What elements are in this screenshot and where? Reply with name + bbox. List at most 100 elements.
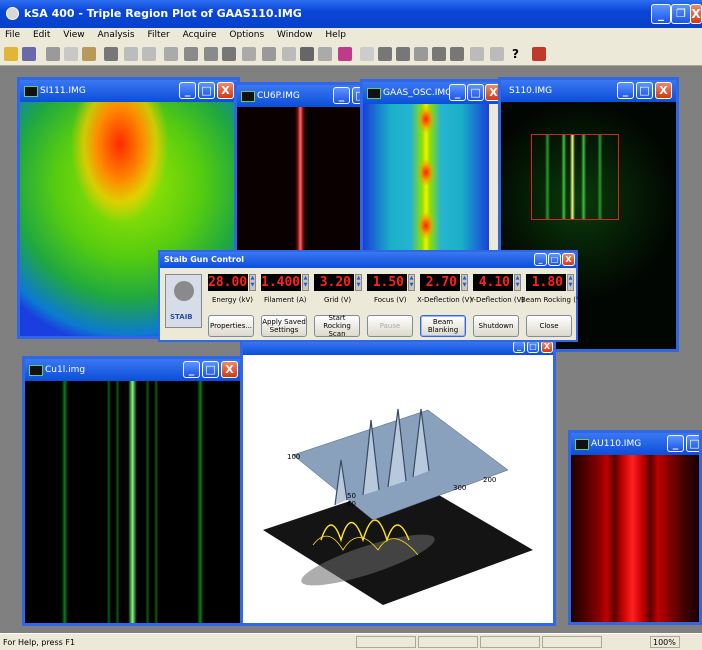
window-cu1l[interactable]: Cu1l.img _ □ X — [22, 356, 243, 626]
s110-close-button[interactable]: X — [655, 82, 672, 99]
menu-view[interactable]: View — [63, 30, 85, 40]
menu-help[interactable]: Help — [325, 30, 346, 40]
window-si111[interactable]: SI111.IMG _ □ X — [17, 77, 240, 339]
cu1l-maximize-button[interactable]: □ — [202, 361, 219, 378]
s110-image[interactable] — [501, 102, 676, 349]
cu1l-minimize-button[interactable]: _ — [183, 361, 200, 378]
chart-icon[interactable] — [222, 47, 236, 61]
x-deflection-readout[interactable]: 2.70 — [420, 274, 460, 291]
close-dialog-button[interactable]: Close — [526, 315, 572, 337]
gaas-osc-minimize-button[interactable]: _ — [449, 84, 466, 101]
window-s110[interactable]: S110.IMG _ □ X — [498, 77, 679, 352]
menu-acquire[interactable]: Acquire — [182, 30, 217, 40]
window-3d-plot[interactable]: _ □ X 100 50 60 300 200 — [240, 338, 556, 626]
y-deflection-spinner[interactable]: ▲ ▼ — [514, 274, 521, 291]
blob-icon[interactable] — [396, 47, 410, 61]
app-title-bar[interactable]: kSA 400 - Triple Region Plot of GAAS110.… — [0, 0, 702, 28]
cut-icon[interactable] — [46, 47, 60, 61]
camera-icon[interactable] — [164, 47, 178, 61]
image-icon[interactable] — [184, 47, 198, 61]
target-icon[interactable] — [414, 47, 428, 61]
cu6p-image[interactable] — [237, 107, 369, 259]
cu1l-image[interactable] — [25, 381, 240, 623]
gun-close-button[interactable]: X — [562, 253, 575, 266]
zoom-out-icon[interactable] — [142, 47, 156, 61]
maximize-button[interactable]: ❐ — [671, 4, 691, 24]
cu6p-minimize-button[interactable]: _ — [333, 87, 350, 104]
s110-maximize-button[interactable]: □ — [636, 82, 653, 99]
staib-gun-control-dialog[interactable]: Staib Gun Control _ □ X STAIB 28.00 ▲ ▼ E… — [158, 250, 582, 342]
start-rocking-scan-button[interactable]: Start Rocking Scan — [314, 314, 360, 338]
save-icon[interactable] — [22, 47, 36, 61]
gun-title-bar[interactable]: Staib Gun Control _ □ X — [160, 252, 576, 268]
window-au110[interactable]: AU110.IMG _ □ — [568, 430, 702, 625]
au110-title-bar[interactable]: AU110.IMG _ □ — [571, 433, 699, 455]
y-deflection-readout[interactable]: 4.10 — [473, 274, 513, 291]
beam-icon[interactable] — [282, 47, 296, 61]
menu-options[interactable]: Options — [229, 30, 265, 40]
au110-minimize-button[interactable]: _ — [667, 435, 684, 452]
s110-title-bar[interactable]: S110.IMG _ □ X — [501, 80, 676, 102]
filter-icon[interactable] — [242, 47, 256, 61]
s110-minimize-button[interactable]: _ — [617, 82, 634, 99]
copy-icon[interactable] — [64, 47, 78, 61]
about-icon[interactable] — [532, 47, 546, 61]
menu-filter[interactable]: Filter — [147, 30, 170, 40]
help-icon[interactable]: ? — [512, 47, 519, 61]
cu1l-title-bar[interactable]: Cu1l.img _ □ X — [25, 359, 240, 381]
gaas-osc-title-bar[interactable]: GAAS_OSC.IMG _ □ X — [363, 82, 501, 104]
gun-maximize-button[interactable]: □ — [548, 253, 561, 266]
minimize-button[interactable]: _ — [651, 4, 671, 24]
open-icon[interactable] — [4, 47, 18, 61]
beam-blanking-button[interactable]: Beam Blanking — [420, 315, 466, 337]
pause-button[interactable]: Pause — [367, 315, 413, 337]
zoom-in-icon[interactable] — [124, 47, 138, 61]
si111-close-button[interactable]: X — [217, 82, 234, 99]
gaas-osc-close-button[interactable]: X — [485, 84, 501, 101]
menu-edit[interactable]: Edit — [32, 30, 51, 40]
cu6p-title-bar[interactable]: CU6P.IMG _ □ — [237, 85, 369, 107]
region-of-interest-box[interactable] — [531, 134, 619, 220]
filament-spinner[interactable]: ▲ ▼ — [302, 274, 309, 291]
sequence-icon[interactable] — [432, 47, 446, 61]
menu-analysis[interactable]: Analysis — [97, 30, 135, 40]
triple-region-3d-plot[interactable]: 100 50 60 300 200 — [243, 355, 553, 623]
beam-rocking-spinner[interactable]: ▲ ▼ — [567, 274, 574, 291]
region-icon[interactable] — [450, 47, 464, 61]
close-button[interactable]: X — [690, 4, 702, 24]
x-deflection-spinner[interactable]: ▲ ▼ — [461, 274, 468, 291]
beam-rocking-readout[interactable]: 1.80 — [526, 274, 566, 291]
au110-image[interactable] — [571, 455, 699, 622]
focus-readout[interactable]: 1.50 — [367, 274, 407, 291]
energy-spinner[interactable]: ▲ ▼ — [249, 274, 256, 291]
si111-title-bar[interactable]: SI111.IMG _ □ X — [20, 80, 237, 102]
si111-minimize-button[interactable]: _ — [179, 82, 196, 99]
menu-file[interactable]: File — [5, 30, 21, 40]
grid-readout[interactable]: 3.20 — [314, 274, 354, 291]
gaas-osc-maximize-button[interactable]: □ — [467, 84, 484, 101]
shutdown-button[interactable]: Shutdown — [473, 315, 519, 337]
window-cu6p[interactable]: CU6P.IMG _ □ — [234, 82, 372, 262]
au110-maximize-button[interactable]: □ — [686, 435, 699, 452]
plot-close-button[interactable]: X — [541, 341, 553, 353]
grid-icon[interactable] — [204, 47, 218, 61]
gaas-osc-image[interactable] — [363, 104, 489, 256]
plot-title-bar[interactable]: _ □ X — [243, 341, 553, 355]
bar-icon[interactable] — [300, 47, 314, 61]
lines-icon[interactable] — [490, 47, 504, 61]
line-icon[interactable] — [318, 47, 332, 61]
menu-window[interactable]: Window — [277, 30, 313, 40]
peak-icon[interactable] — [360, 47, 374, 61]
focus-spinner[interactable]: ▲ ▼ — [408, 274, 415, 291]
energy-readout[interactable]: 28.00 — [208, 274, 248, 291]
filament-readout[interactable]: 1.400 — [261, 274, 301, 291]
print-icon[interactable] — [104, 47, 118, 61]
paste-icon[interactable] — [82, 47, 96, 61]
apply-saved-settings-button[interactable]: Apply Saved Settings — [261, 315, 307, 337]
gun-minimize-button[interactable]: _ — [534, 253, 547, 266]
plot-maximize-button[interactable]: □ — [527, 341, 539, 353]
si111-maximize-button[interactable]: □ — [198, 82, 215, 99]
plot-minimize-button[interactable]: _ — [513, 341, 525, 353]
grid-spinner[interactable]: ▲ ▼ — [355, 274, 362, 291]
window-gaas-osc[interactable]: GAAS_OSC.IMG _ □ X — [360, 79, 504, 259]
